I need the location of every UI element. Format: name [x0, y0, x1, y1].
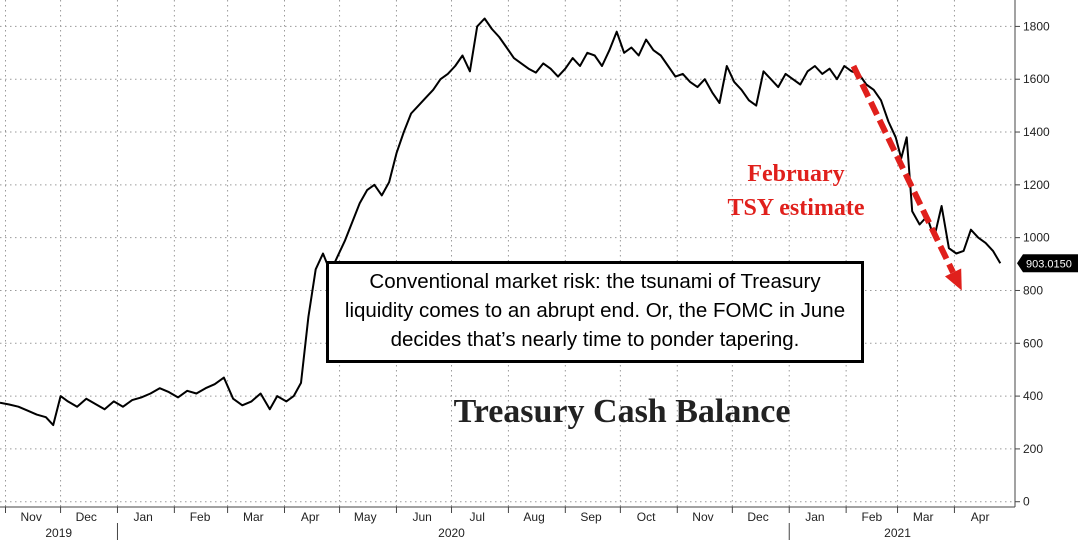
x-tick-label: Apr [301, 510, 320, 524]
year-label: 2020 [438, 526, 465, 540]
year-label: 2021 [884, 526, 911, 540]
x-tick-label: Jul [470, 510, 485, 524]
trend-arrow-head [944, 268, 962, 291]
chart-axes: 0 200 400 600 800 1000 1200 1400 1600 1800 Nov Dec J… [0, 0, 1050, 540]
chart-grid [0, 0, 1015, 507]
x-tick-label: Mar [243, 510, 264, 524]
trend-arrow-layer [850, 64, 962, 291]
last-value-marker: 903.0150 [1017, 254, 1078, 273]
x-tick-label: Jan [805, 510, 824, 524]
y-tick-label: 800 [1023, 283, 1043, 297]
year-label: 2019 [45, 526, 72, 540]
y-tick-label: 1600 [1023, 72, 1050, 86]
x-tick-label: Sep [580, 510, 602, 524]
x-tick-label: Dec [747, 510, 768, 524]
x-tick-label: Oct [637, 510, 656, 524]
x-tick-label: Aug [523, 510, 544, 524]
last-value-pointer [1017, 254, 1023, 273]
y-tick-label: 1200 [1023, 178, 1050, 192]
series-line-treasury-cash-balance [0, 17, 1002, 427]
annotation-trend-label-line2: TSY estimate [727, 195, 864, 221]
x-tick-label: Nov [21, 510, 42, 524]
x-tick-label: May [354, 510, 377, 524]
y-tick-label: 1800 [1023, 19, 1050, 33]
y-tick-label: 1400 [1023, 125, 1050, 139]
y-tick-label: 200 [1023, 442, 1043, 456]
y-tick-label: 600 [1023, 336, 1043, 350]
y-tick-label: 400 [1023, 389, 1043, 403]
y-tick-label: 0 [1023, 495, 1030, 509]
x-tick-label: Jun [412, 510, 431, 524]
x-tick-label: Jan [133, 510, 152, 524]
y-tick-label: 1000 [1023, 231, 1050, 245]
trend-arrow-shaft [850, 64, 956, 274]
x-tick-label: Nov [692, 510, 713, 524]
callout-text: Conventional market risk: the tsunami of… [344, 270, 846, 351]
last-value-label: 903.0150 [1026, 258, 1072, 270]
x-tick-label: Feb [861, 510, 882, 524]
x-tick-label: Dec [76, 510, 97, 524]
chart-title: Treasury Cash Balance [454, 393, 791, 430]
annotation-trend-label-line1: February [747, 161, 844, 187]
last-value-badge [1023, 254, 1078, 273]
series-line-layer [0, 17, 1002, 427]
x-tick-label: Mar [913, 510, 934, 524]
x-tick-label: Apr [971, 510, 990, 524]
x-tick-label: Feb [190, 510, 211, 524]
callout-box: Conventional market risk: the tsunami of… [326, 261, 864, 363]
